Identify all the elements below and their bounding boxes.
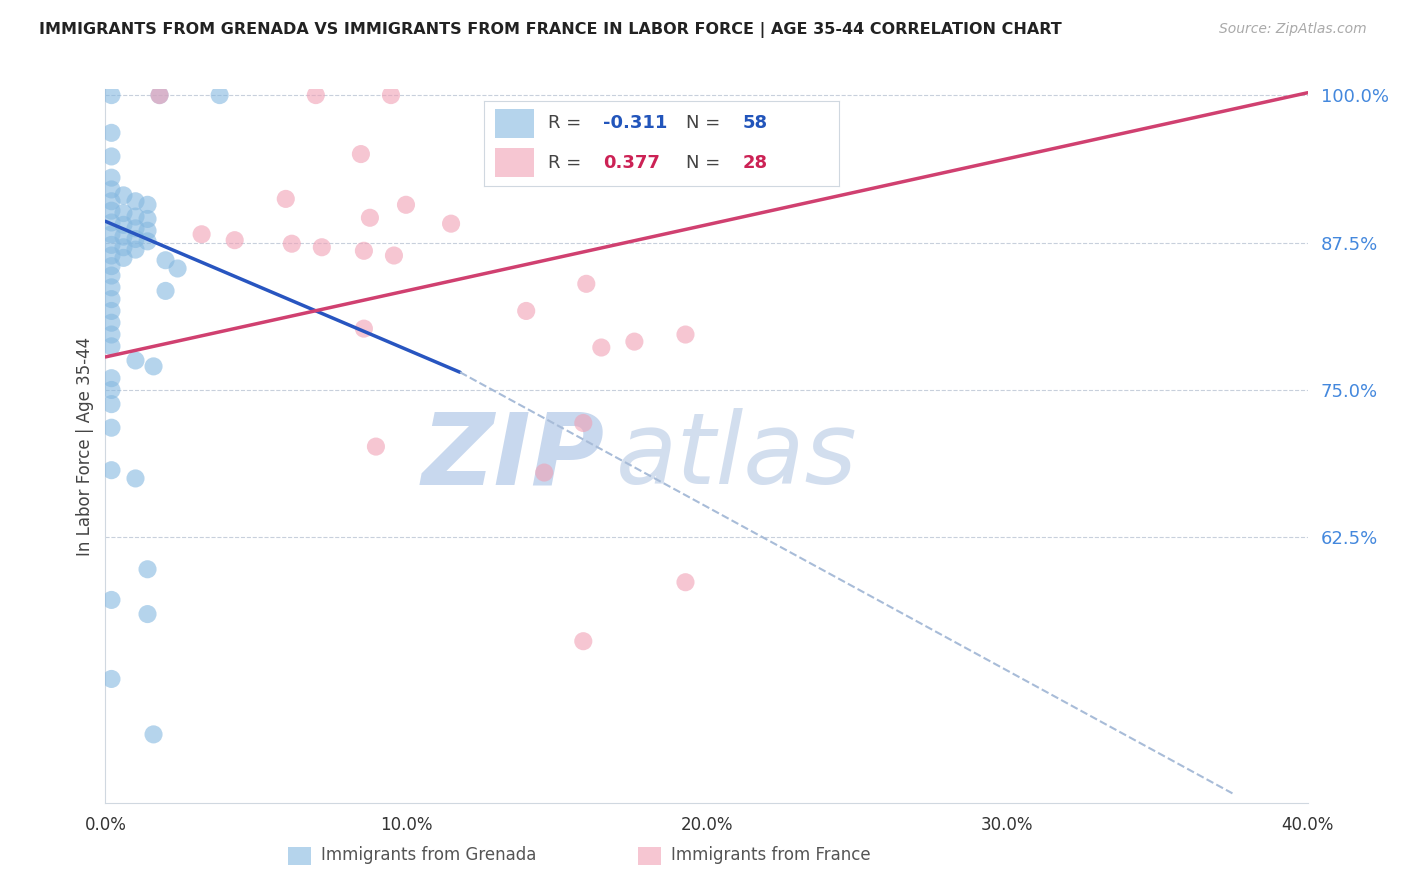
Point [560,163,582,178]
Point [124,353,146,368]
Point [136,607,159,621]
Point [100,126,122,140]
Point [100,383,122,397]
Point [380,88,402,103]
Point [281,236,304,251]
Point [274,192,297,206]
Point [305,88,328,103]
Point [166,261,188,276]
Point [382,248,405,262]
Point [100,194,122,209]
Bar [288,847,311,865]
Point [100,238,122,252]
Point [623,334,645,349]
Point [124,194,146,209]
Point [100,182,122,196]
Point [112,218,135,232]
Point [100,215,122,229]
Point [515,304,537,318]
Point [100,248,122,262]
Point [575,277,598,291]
Point [112,188,135,202]
Point [124,471,146,485]
Point [100,463,122,477]
Point [112,251,135,265]
Bar [638,847,661,865]
Text: Source: ZipAtlas.com: Source: ZipAtlas.com [1219,22,1367,37]
Point [100,304,122,318]
Point [136,211,159,226]
Point [530,127,553,141]
Point [112,206,135,220]
Text: Immigrants from Grenada: Immigrants from Grenada [321,846,537,863]
Point [148,88,170,103]
Point [136,235,159,249]
Point [124,243,146,257]
Point [224,233,246,247]
Point [155,284,177,298]
Point [112,240,135,254]
Point [100,203,122,218]
Point [112,229,135,244]
Point [136,224,159,238]
Point [100,672,122,686]
Point [142,359,165,374]
Point [100,280,122,294]
Point [100,149,122,163]
Point [675,327,697,342]
Point [364,440,387,454]
Point [100,268,122,283]
Point [100,316,122,330]
Point [124,210,146,224]
Point [100,397,122,411]
Point [124,221,146,235]
Point [136,562,159,576]
Point [353,244,375,258]
Point [533,466,555,480]
Point [100,259,122,273]
Point [311,240,333,254]
Point [100,371,122,385]
Point [440,217,463,231]
Text: IMMIGRANTS FROM GRENADA VS IMMIGRANTS FROM FRANCE IN LABOR FORCE | AGE 35-44 COR: IMMIGRANTS FROM GRENADA VS IMMIGRANTS FR… [39,22,1062,38]
Point [100,170,122,185]
Point [350,147,373,161]
Point [359,211,381,225]
Point [155,253,177,268]
Point [100,593,122,607]
Point [100,327,122,342]
Point [136,198,159,212]
Y-axis label: In Labor Force | Age 35-44: In Labor Force | Age 35-44 [76,336,94,556]
Point [100,421,122,435]
Point [572,416,595,430]
Point [142,727,165,741]
Point [100,227,122,242]
Text: ZIP: ZIP [422,409,605,505]
Point [572,634,595,648]
Point [208,88,231,103]
Point [675,575,697,590]
Point [100,339,122,353]
Text: atlas: atlas [616,409,858,505]
Point [395,198,418,212]
Text: Immigrants from France: Immigrants from France [671,846,870,863]
Point [100,292,122,306]
Point [100,88,122,103]
Point [353,321,375,335]
Point [591,341,613,355]
Point [148,88,170,103]
Point [124,232,146,246]
Point [190,227,212,242]
